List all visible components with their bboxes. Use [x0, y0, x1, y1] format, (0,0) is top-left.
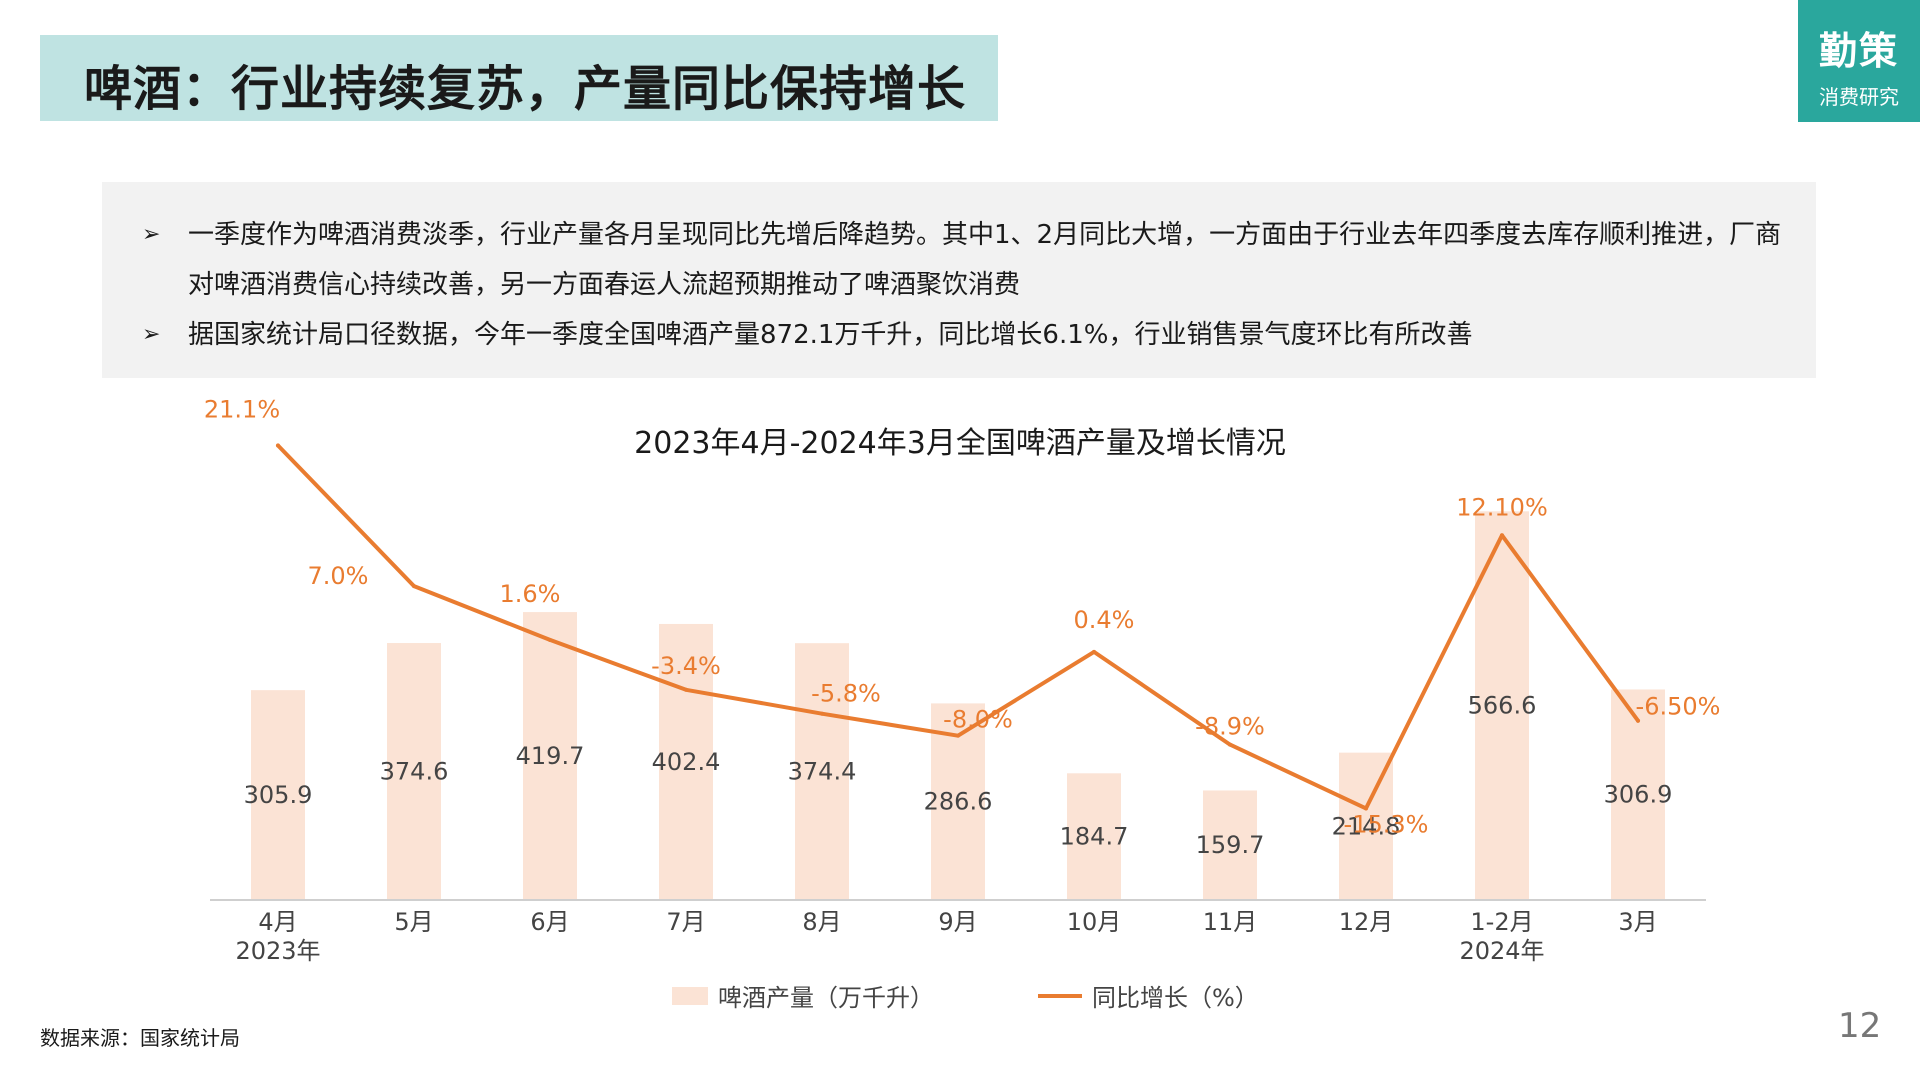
line-layer: [276, 443, 1640, 811]
x-tick-label: 11月: [1203, 908, 1258, 936]
bar: [659, 623, 713, 900]
growth-point: [1364, 806, 1368, 811]
bar: [1339, 752, 1393, 900]
growth-point: [684, 687, 688, 692]
x-tick-label: 10月: [1067, 908, 1122, 936]
x-tick-label: 6月: [530, 908, 569, 936]
growth-point: [1636, 718, 1640, 723]
bar-value-label: 159.7: [1196, 831, 1265, 859]
bar: [387, 643, 441, 900]
growth-point: [1092, 649, 1096, 654]
growth-value-label: 12.10%: [1456, 493, 1548, 521]
growth-value-label: 7.0%: [308, 562, 369, 590]
x-tick-label: 7月: [666, 908, 705, 936]
brand-logo: 勤策 消费研究: [1798, 0, 1920, 122]
x-tick-label: 4月: [258, 908, 297, 936]
growth-value-label: 21.1%: [204, 396, 280, 424]
legend-bar-swatch: [672, 986, 708, 1005]
page-number: 12: [1838, 1006, 1882, 1046]
growth-point: [956, 733, 960, 738]
summary-bullet-text: 一季度作为啤酒消费淡季，行业产量各月呈现同比先增后降趋势。其中1、2月同比大增，…: [188, 220, 1782, 300]
growth-point: [1228, 742, 1232, 747]
bar: [1475, 511, 1529, 900]
x-tick-sublabel: 2024年: [1459, 937, 1544, 965]
growth-value-label: -3.4%: [651, 652, 721, 680]
growth-point: [1500, 533, 1504, 538]
legend-bar-label: 啤酒产量（万千升）: [718, 984, 934, 1012]
bar-labels-layer: 305.9 374.6 419.7 402.4 374.4 286.6 184.7 159.7…: [244, 692, 1673, 860]
summary-bullet-text: 据国家统计局口径数据，今年一季度全国啤酒产量872.1万千升，同比增长6.1%，…: [188, 320, 1473, 350]
bar: [251, 690, 305, 900]
summary-box: ➢ 一季度作为啤酒消费淡季，行业产量各月呈现同比先增后降趋势。其中1、2月同比大…: [102, 182, 1816, 378]
legend-line-label: 同比增长（%）: [1092, 984, 1259, 1012]
page-title: 啤酒：行业持续复苏，产量同比保持增长: [84, 61, 967, 117]
x-tick-label: 5月: [394, 908, 433, 936]
bar: [1611, 689, 1665, 900]
logo-sub-text: 消费研究: [1819, 85, 1899, 109]
bar-value-label: 306.9: [1604, 781, 1673, 809]
growth-value-label: -15.3%: [1344, 810, 1429, 838]
growth-value-label: 0.4%: [1074, 606, 1135, 634]
line-labels-layer: 21.1% 7.0% 1.6% -3.4% -5.8% -8.0% 0.4% -8.9% -15…: [204, 396, 1721, 839]
growth-value-label: 1.6%: [500, 580, 561, 608]
chart-title: 2023年4月-2024年3月全国啤酒产量及增长情况: [634, 426, 1286, 461]
bar-value-label: 402.4: [652, 748, 721, 776]
bar: [1203, 790, 1257, 900]
x-tick-label: 1-2月: [1470, 908, 1533, 936]
bar-value-label: 305.9: [244, 781, 313, 809]
data-source-note: 数据来源：国家统计局: [40, 1026, 240, 1050]
bar-value-label: 184.7: [1060, 823, 1129, 851]
x-tick-label: 12月: [1339, 908, 1394, 936]
bars-layer: [251, 511, 1665, 900]
x-tick-sublabel: 2023年: [235, 937, 320, 965]
bar-value-label: 419.7: [516, 742, 585, 770]
bar: [523, 612, 577, 900]
x-tick-label: 8月: [802, 908, 841, 936]
legend-line-swatch: [1038, 993, 1082, 998]
growth-value-label: -8.9%: [1195, 713, 1265, 741]
chart-legend: 啤酒产量（万千升） 同比增长（%）: [672, 978, 1259, 1013]
growth-point: [548, 637, 552, 642]
arrow-bullet-icon: ➢: [142, 322, 161, 347]
arrow-bullet-icon: ➢: [142, 222, 161, 247]
title-banner: 啤酒：行业持续复苏，产量同比保持增长: [40, 35, 998, 121]
growth-point: [276, 443, 280, 448]
bar-value-label: 566.6: [1468, 692, 1537, 720]
bar-value-label: 286.6: [924, 788, 993, 816]
summary-bullet: ➢ 据国家统计局口径数据，今年一季度全国啤酒产量872.1万千升，同比增长6.1…: [142, 310, 1788, 360]
bar-value-label: 214.8: [1332, 812, 1401, 840]
bar-value-label: 374.4: [788, 758, 857, 786]
logo-main-text: 勤策: [1818, 28, 1899, 73]
growth-value-label: -6.50%: [1636, 693, 1721, 721]
bar-value-label: 374.6: [380, 758, 449, 786]
growth-point: [820, 711, 824, 716]
bar: [1067, 773, 1121, 900]
x-tick-label: 9月: [938, 908, 977, 936]
bar: [795, 643, 849, 900]
growth-value-label: -5.8%: [811, 680, 881, 708]
x-tick-label: 3月: [1618, 908, 1657, 936]
growth-point: [412, 584, 416, 589]
summary-bullet: ➢ 一季度作为啤酒消费淡季，行业产量各月呈现同比先增后降趋势。其中1、2月同比大…: [142, 210, 1788, 310]
growth-value-label: -8.0%: [943, 706, 1013, 734]
